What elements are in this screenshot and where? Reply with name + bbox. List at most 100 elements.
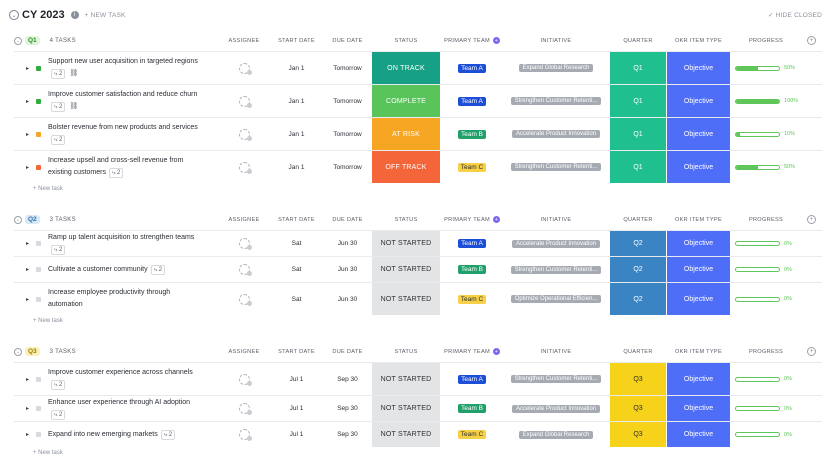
okr-item-type-cell[interactable]: Objective: [667, 363, 730, 395]
okr-item-type[interactable]: Objective: [667, 151, 730, 183]
subtask-count-badge[interactable]: ⤷ 2: [51, 135, 66, 145]
task-row[interactable]: ▸ Increase employee productivity through …: [14, 282, 822, 315]
group-badge[interactable]: Q1: [25, 36, 40, 45]
column-header-assignee[interactable]: ASSIGNEE: [219, 209, 269, 230]
expand-subtasks-icon[interactable]: ▸: [26, 98, 30, 105]
quarter-cell[interactable]: Q1: [610, 85, 666, 117]
assignee-avatar-icon[interactable]: [238, 373, 252, 386]
start-date-cell[interactable]: Sat: [269, 283, 324, 315]
quarter-cell[interactable]: Q3: [610, 363, 666, 395]
column-header-due-date[interactable]: DUE DATE: [324, 341, 371, 362]
column-header-initiative[interactable]: INITIATIVE: [503, 30, 609, 51]
initiative-cell[interactable]: Strengthen Customer Retenti...: [503, 85, 609, 117]
task-name-cell[interactable]: ▸ Ramp up talent acquisition to strengthe…: [14, 231, 219, 256]
task-row[interactable]: ▸ Support new user acquisition in targete…: [14, 51, 822, 84]
assignee-cell[interactable]: [219, 52, 269, 84]
expand-subtasks-icon[interactable]: ▸: [26, 131, 30, 138]
add-column-icon[interactable]: +: [807, 347, 816, 356]
okr-item-type-cell[interactable]: Objective: [667, 257, 730, 282]
start-date-cell[interactable]: Sat: [269, 231, 324, 256]
team-field-icon[interactable]: +: [492, 216, 500, 223]
status-square-icon[interactable]: [36, 267, 41, 272]
assignee-avatar-icon[interactable]: [238, 403, 252, 415]
primary-team-cell[interactable]: Team B: [441, 118, 503, 150]
expand-subtasks-icon[interactable]: ▸: [26, 65, 30, 72]
task-name-cell[interactable]: ▸ Improve customer experience across chan…: [14, 363, 219, 395]
team-tag[interactable]: Team B: [457, 265, 487, 274]
okr-item-type[interactable]: Objective: [667, 363, 730, 395]
assignee-cell[interactable]: [219, 118, 269, 150]
quarter-label[interactable]: Q1: [610, 52, 666, 84]
column-header-primary-team[interactable]: PRIMARY TEAM +: [441, 30, 503, 51]
okr-item-type-cell[interactable]: Objective: [667, 283, 730, 315]
column-header-start-date[interactable]: START DATE: [269, 209, 324, 230]
status-square-icon[interactable]: [36, 376, 41, 382]
quarter-cell[interactable]: Q3: [610, 422, 666, 447]
quarter-cell[interactable]: Q2: [610, 283, 666, 315]
team-tag[interactable]: Team A: [458, 374, 486, 384]
progress-cell[interactable]: 0%: [731, 396, 801, 421]
team-tag[interactable]: Team A: [458, 239, 486, 248]
add-column-icon[interactable]: +: [807, 36, 816, 45]
team-field-icon[interactable]: +: [492, 348, 500, 355]
expand-subtasks-icon[interactable]: ▸: [26, 376, 30, 383]
team-tag[interactable]: Team B: [457, 129, 487, 139]
okr-item-type-cell[interactable]: Objective: [667, 118, 730, 150]
task-name[interactable]: Cultivate a customer community ⤷ 2: [48, 264, 198, 276]
task-name[interactable]: Enhance user experience through AI adopt…: [48, 397, 198, 421]
initiative-tag[interactable]: Strengthen Customer Retenti...: [510, 375, 602, 383]
quarter-label[interactable]: Q3: [610, 363, 666, 395]
due-date-cell[interactable]: Sep 30: [324, 422, 371, 447]
primary-team-cell[interactable]: Team C: [441, 151, 503, 183]
progress-cell[interactable]: 0%: [731, 257, 801, 282]
team-tag[interactable]: Team C: [457, 162, 487, 172]
quarter-label[interactable]: Q1: [610, 151, 666, 183]
column-header-due-date[interactable]: DUE DATE: [324, 30, 371, 51]
assignee-cell[interactable]: [219, 85, 269, 117]
column-header-status[interactable]: STATUS: [372, 209, 440, 230]
subtask-count-badge[interactable]: ⤷ 2: [108, 168, 124, 178]
due-date-cell[interactable]: Tomorrow: [324, 52, 371, 84]
okr-item-type[interactable]: Objective: [667, 52, 730, 84]
column-header-okr-item-type[interactable]: OKR ITEM TYPE: [667, 341, 730, 362]
initiative-tag[interactable]: Strengthen Customer Retenti...: [510, 163, 602, 171]
subtask-count-badge[interactable]: ⤷ 2: [150, 264, 165, 275]
column-header-assignee[interactable]: ASSIGNEE: [219, 341, 269, 362]
start-date-cell[interactable]: Jan 1: [269, 85, 324, 117]
task-name-cell[interactable]: ▸ Increase employee productivity through …: [14, 283, 219, 315]
due-date-cell[interactable]: Sep 30: [324, 396, 371, 421]
task-row[interactable]: ▸ Increase upsell and cross-sell revenue …: [14, 150, 822, 183]
quarter-cell[interactable]: Q2: [610, 231, 666, 256]
collapse-list-icon[interactable]: ⌄: [9, 10, 19, 20]
task-row[interactable]: ▸ Improve customer experience across chan…: [14, 362, 822, 395]
status-badge[interactable]: NOT STARTED: [372, 396, 440, 421]
task-name-cell[interactable]: ▸ Enhance user experience through AI adop…: [14, 396, 219, 421]
column-header-okr-item-type[interactable]: OKR ITEM TYPE: [667, 209, 730, 230]
assignee-cell[interactable]: [219, 363, 269, 395]
expand-subtasks-icon[interactable]: ▸: [26, 296, 30, 303]
progress-cell[interactable]: 0%: [731, 283, 801, 315]
column-header-start-date[interactable]: START DATE: [269, 341, 324, 362]
primary-team-cell[interactable]: Team A: [441, 52, 503, 84]
assignee-avatar-icon[interactable]: [238, 429, 252, 441]
status-cell[interactable]: NOT STARTED: [372, 257, 440, 282]
column-header-due-date[interactable]: DUE DATE: [324, 209, 371, 230]
status-cell[interactable]: NOT STARTED: [372, 422, 440, 447]
expand-subtasks-icon[interactable]: ▸: [26, 241, 30, 247]
due-date-cell[interactable]: Jun 30: [324, 283, 371, 315]
column-header-start-date[interactable]: START DATE: [269, 30, 324, 51]
column-header-progress[interactable]: PROGRESS: [731, 209, 801, 230]
column-header-okr-item-type[interactable]: OKR ITEM TYPE: [667, 30, 730, 51]
start-date-cell[interactable]: Jul 1: [269, 422, 324, 447]
group-badge[interactable]: Q2: [25, 215, 40, 224]
task-name[interactable]: Support new user acquisition in targeted…: [48, 56, 198, 80]
okr-item-type[interactable]: Objective: [667, 85, 730, 117]
assignee-avatar-icon[interactable]: [238, 95, 252, 108]
quarter-label[interactable]: Q1: [610, 118, 666, 150]
status-square-icon[interactable]: [36, 98, 41, 104]
subtask-count-badge[interactable]: ⤷ 2: [51, 69, 66, 79]
okr-item-type-cell[interactable]: Objective: [667, 231, 730, 256]
primary-team-cell[interactable]: Team A: [441, 85, 503, 117]
progress-cell[interactable]: 100%: [731, 85, 801, 117]
team-tag[interactable]: Team A: [458, 96, 486, 106]
